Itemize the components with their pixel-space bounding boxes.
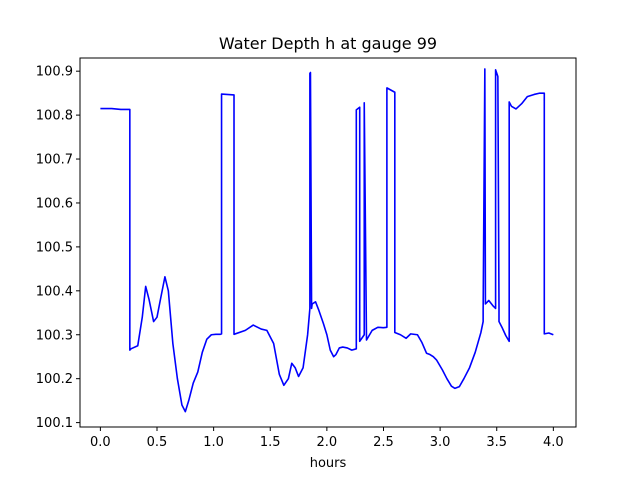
x-tick-label: 0.0 xyxy=(90,435,111,450)
y-tick-label: 100.9 xyxy=(36,65,73,80)
x-tick-label: 3.0 xyxy=(430,435,451,450)
x-tick-label: 1.0 xyxy=(203,435,224,450)
y-tick-label: 100.2 xyxy=(36,372,73,387)
x-tick-label: 4.0 xyxy=(543,435,564,450)
x-tick-label: 2.0 xyxy=(317,435,338,450)
x-tick-label: 2.5 xyxy=(373,435,394,450)
x-axis-ticks: 0.0 0.5 1.0 1.5 2.0 2.5 3.0 3.5 4.0 xyxy=(90,427,564,450)
x-axis-label: hours xyxy=(310,456,347,471)
x-tick-label: 0.5 xyxy=(147,435,168,450)
y-tick-label: 100.8 xyxy=(36,109,73,124)
chart-title: Water Depth h at gauge 99 xyxy=(219,34,437,53)
y-tick-label: 100.3 xyxy=(36,328,73,343)
y-tick-label: 100.4 xyxy=(36,284,73,299)
y-tick-label: 100.1 xyxy=(36,416,73,431)
y-axis-ticks: 100.1 100.2 100.3 100.4 100.5 100.6 100.7 100.8… xyxy=(36,65,80,431)
x-tick-label: 3.5 xyxy=(486,435,507,450)
axes-frame xyxy=(79,57,577,428)
y-tick-label: 100.7 xyxy=(36,153,73,168)
series-line-0 xyxy=(100,68,554,413)
y-tick-label: 100.6 xyxy=(36,196,73,211)
x-tick-label: 1.5 xyxy=(260,435,281,450)
y-tick-label: 100.5 xyxy=(36,240,73,255)
plot-area xyxy=(79,57,577,428)
